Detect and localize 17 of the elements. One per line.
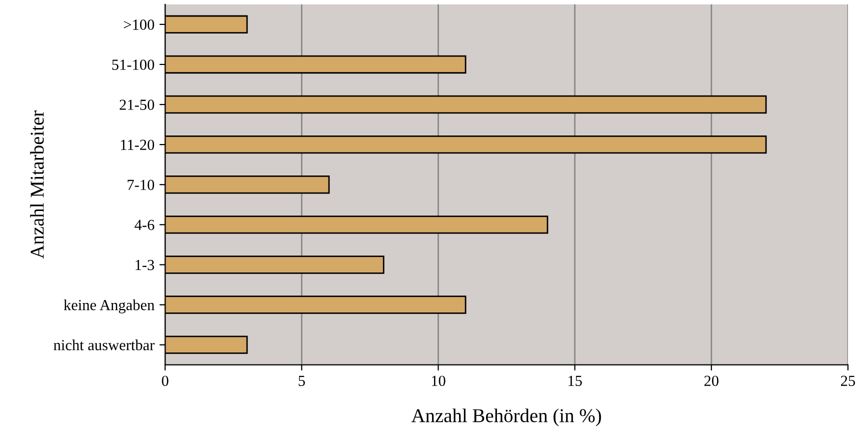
y-tick-label: 1-3 — [136, 260, 154, 270]
y-tick-label: 11-20 — [120, 140, 154, 150]
y-tick-label: >100 — [124, 20, 154, 30]
y-tick-label: 51-100 — [112, 60, 154, 70]
y-tick-label: 7-10 — [128, 180, 154, 190]
x-tick-label: 15 — [568, 376, 582, 386]
x-tick-label: 25 — [840, 376, 855, 386]
y-tick-label: 21-50 — [120, 100, 154, 110]
x-tick-label: 20 — [704, 376, 718, 386]
x-tick-label: 10 — [432, 376, 446, 386]
x-tick-label: 5 — [298, 376, 305, 386]
y-tick-label: keine Angaben — [64, 299, 154, 314]
x-tick-label: 0 — [162, 376, 168, 386]
y-axis-title: Anzahl Mitarbeiter — [30, 110, 44, 259]
y-tick-label: nicht auswertbar — [54, 340, 155, 350]
y-tick-label: 4-6 — [134, 220, 154, 230]
x-axis-title: Anzahl Behörden (in %) — [411, 408, 601, 426]
